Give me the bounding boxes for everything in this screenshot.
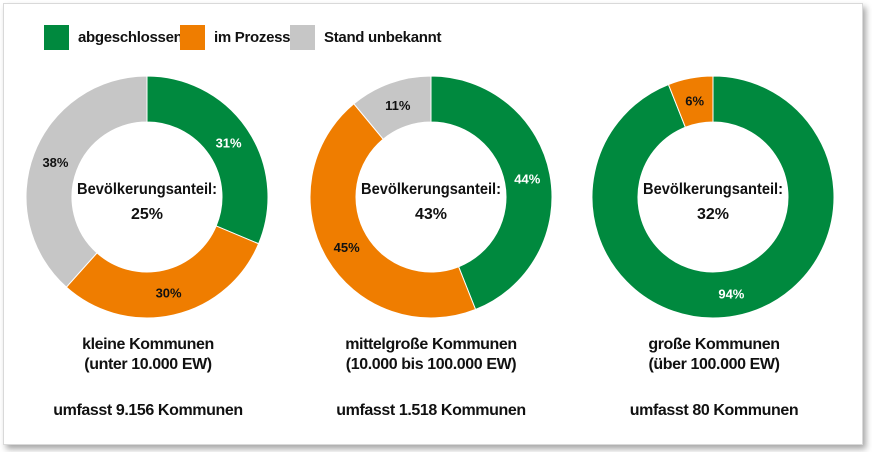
- donut-large-label-im-prozess: 6%: [685, 94, 704, 109]
- legend-item-im-prozess: im Prozess: [180, 24, 291, 50]
- donut-large-center-label: Bevölkerungsanteil:: [643, 181, 783, 198]
- donut-small-slice-abgeschlossen: [146, 75, 269, 245]
- legend-item-stand-unbekannt: Stand unbekannt: [290, 24, 441, 50]
- donut-small-center-value: 25%: [131, 206, 163, 223]
- legend-swatch-abgeschlossen: [44, 24, 69, 50]
- donut-small-label-im-prozess: 30%: [156, 286, 182, 301]
- donut-small-label-stand-unbekannt: 38%: [42, 155, 68, 170]
- donut-large-label-abgeschlossen: 94%: [718, 286, 744, 301]
- caption-large-line2: (über 100.000 EW): [648, 356, 780, 373]
- donut-medium-slice-abgeschlossen: [430, 75, 553, 311]
- donut-medium-label-stand-unbekannt: 11%: [385, 98, 411, 113]
- legend-label-abgeschlossen: abgeschlossen: [78, 28, 183, 46]
- donut-medium-center-value: 43%: [415, 206, 447, 223]
- caption-medium-line2: (10.000 bis 100.000 EW): [345, 356, 517, 373]
- subtitle-medium-communes: umfasst 1.518 Kommunen: [336, 402, 526, 419]
- donut-medium-slice-stand-unbekannt: [353, 75, 432, 140]
- caption-small-line1: kleine Kommunen: [82, 336, 214, 353]
- donut-medium-label-im-prozess: 45%: [334, 240, 360, 255]
- donut-medium-center-label: Bevölkerungsanteil:: [361, 181, 501, 198]
- donut-small-slice-im-prozess: [65, 225, 260, 319]
- donut-medium-label-abgeschlossen: 44%: [514, 172, 540, 187]
- caption-small-communes: kleine Kommunen (unter 10.000 EW): [8, 335, 288, 375]
- legend-label-im-prozess: im Prozess: [214, 28, 291, 46]
- subtitle-small-communes: umfasst 9.156 Kommunen: [53, 402, 243, 419]
- donut-medium-slice-im-prozess: [309, 103, 477, 319]
- legend-label-stand-unbekannt: Stand unbekannt: [324, 28, 442, 46]
- donut-small-center-label: Bevölkerungsanteil:: [77, 181, 217, 198]
- subtitle-large-communes: umfasst 80 Kommunen: [629, 402, 799, 419]
- legend-swatch-im-prozess: [180, 24, 205, 50]
- caption-large-communes: große Kommunen (über 100.000 EW): [574, 335, 854, 375]
- caption-medium-line1: mittelgroße Kommunen: [345, 336, 517, 353]
- donut-small-slice-stand-unbekannt: [25, 75, 148, 288]
- donut-large-slice-im-prozess: [667, 75, 714, 128]
- legend-item-abgeschlossen: abgeschlossen: [44, 24, 183, 50]
- caption-small-line2: (unter 10.000 EW): [84, 356, 212, 373]
- donut-large-slice-abgeschlossen: [591, 75, 835, 319]
- caption-medium-communes: mittelgroße Kommunen (10.000 bis 100.000…: [291, 335, 571, 375]
- caption-large-line1: große Kommunen: [648, 336, 780, 353]
- donut-large-center-value: 32%: [697, 206, 729, 223]
- donut-small-label-abgeschlossen: 31%: [216, 136, 242, 151]
- legend-swatch-stand-unbekannt: [290, 24, 315, 50]
